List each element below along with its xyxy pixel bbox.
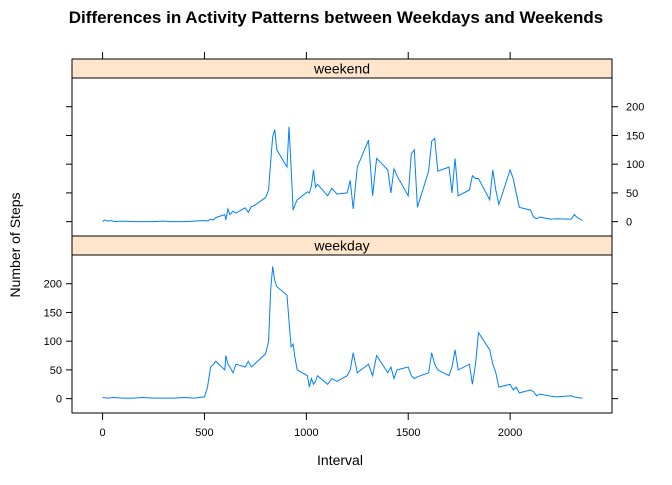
x-tick-label: 500 — [195, 427, 213, 439]
y-tick-label: 0 — [626, 217, 632, 229]
y-tick-label: 0 — [56, 394, 62, 406]
x-tick-label: 0 — [100, 427, 106, 439]
y-tick-label: 100 — [44, 336, 62, 348]
panel-box-weekday — [71, 254, 613, 414]
x-tick-label: 1000 — [294, 427, 318, 439]
y-tick-label: 50 — [626, 188, 638, 200]
x-axis-label: Interval — [317, 452, 363, 468]
y-tick-label: 150 — [44, 307, 62, 319]
y-tick-label: 50 — [50, 365, 62, 377]
strip-label-weekend: weekend — [313, 61, 370, 77]
series-line-weekday — [102, 266, 583, 399]
y-axis-label: Number of Steps — [7, 192, 23, 297]
series-line-weekend — [102, 126, 583, 223]
strip-label-weekday: weekday — [313, 238, 369, 254]
y-tick-label: 150 — [626, 130, 644, 142]
chart-title: Differences in Activity Patterns between… — [69, 8, 603, 27]
y-tick-label: 100 — [626, 159, 644, 171]
y-tick-label: 200 — [626, 102, 644, 114]
x-tick-label: 2000 — [498, 427, 522, 439]
x-tick-label: 1500 — [396, 427, 420, 439]
y-tick-label: 200 — [44, 279, 62, 291]
